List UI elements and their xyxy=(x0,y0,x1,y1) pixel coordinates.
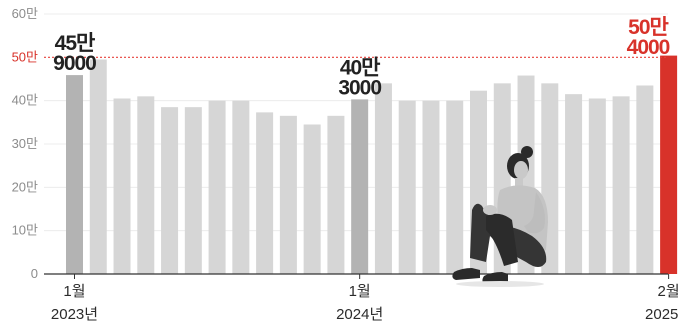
sitting-person-icon xyxy=(452,146,548,287)
bar xyxy=(351,99,369,274)
bar xyxy=(232,100,250,275)
bar xyxy=(422,100,440,275)
bar xyxy=(660,55,678,274)
bar xyxy=(588,98,606,274)
annotation-line1: 45만 xyxy=(55,32,95,55)
y-tick-label: 30만 xyxy=(12,136,38,151)
annotation-line2: 3000 xyxy=(338,76,381,99)
annotation-line1: 50만 xyxy=(628,16,668,39)
bar xyxy=(137,96,155,274)
bar xyxy=(89,59,107,274)
bar xyxy=(256,112,274,274)
annotation-line2: 4000 xyxy=(627,36,670,59)
y-tick-label: 20만 xyxy=(12,179,38,194)
y-tick-label: 40만 xyxy=(12,93,38,108)
bar xyxy=(398,100,416,275)
y-tick-label: 10만 xyxy=(12,223,38,238)
bar xyxy=(113,98,131,274)
x-label-year: 2024년 xyxy=(336,306,383,323)
bar xyxy=(327,115,345,274)
x-label-month: 1월 xyxy=(63,283,85,300)
x-label-month: 1월 xyxy=(349,283,371,300)
annotation-line1: 40만 xyxy=(340,56,380,79)
annotation-line2: 9000 xyxy=(53,52,96,75)
bar xyxy=(374,83,392,274)
y-tick-label: 60만 xyxy=(12,6,38,21)
bar xyxy=(565,94,583,275)
bar xyxy=(612,96,630,274)
bar xyxy=(279,115,297,274)
x-label-year: 2023년 xyxy=(51,306,98,323)
x-axis-labels: 1월 2023년 1월 2024년 2월 2025년 xyxy=(51,274,678,323)
bar xyxy=(184,107,202,275)
bar xyxy=(303,124,321,274)
y-tick-label: 50만 xyxy=(12,49,38,64)
y-axis-ticks: 0 10만 20만 30만 40만 50만 60만 xyxy=(12,6,38,281)
bar xyxy=(208,100,226,275)
x-label-year: 2025년 xyxy=(645,306,678,323)
y-tick-label: 0 xyxy=(31,266,38,281)
bar xyxy=(636,85,654,274)
bar xyxy=(161,107,179,275)
bar xyxy=(446,100,464,275)
bar xyxy=(66,75,83,274)
x-label-month: 2월 xyxy=(658,283,678,300)
